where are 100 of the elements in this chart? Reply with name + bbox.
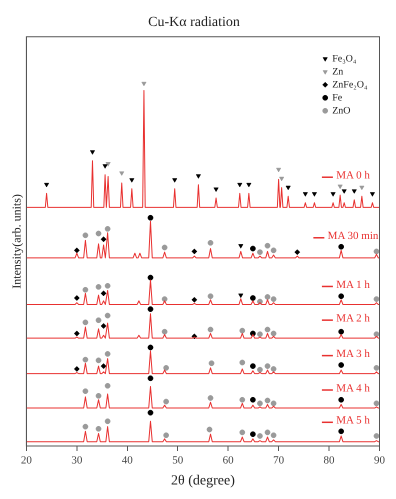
legend-label: Fe [332, 92, 343, 104]
legend-label: MA 1 h [336, 278, 370, 291]
point [338, 428, 344, 434]
point [104, 312, 110, 318]
point [374, 248, 380, 254]
point [264, 242, 270, 249]
x-tick-label: 50 [172, 454, 184, 466]
point [192, 248, 198, 254]
point [163, 398, 169, 404]
x-tick-label: 20 [20, 454, 32, 466]
point [148, 375, 154, 382]
point [338, 184, 343, 190]
point [96, 317, 102, 324]
point [96, 284, 102, 290]
point [239, 396, 246, 403]
point [257, 366, 263, 373]
point [104, 382, 110, 389]
legend-label: Zn [332, 66, 344, 78]
point [163, 432, 169, 438]
point [96, 230, 102, 236]
point [82, 356, 88, 362]
point [162, 328, 168, 335]
point [264, 398, 270, 404]
x-tick-label: 30 [71, 454, 83, 466]
x-axis-title: 2θ (degree) [171, 473, 236, 488]
point [250, 396, 256, 403]
point [196, 174, 201, 179]
point [129, 178, 134, 183]
point [338, 293, 344, 300]
point [104, 226, 110, 232]
point [250, 431, 256, 438]
point [102, 164, 108, 169]
point [286, 186, 291, 190]
legend-label: Fe₃O₄ [332, 53, 357, 64]
point [82, 232, 88, 238]
point [82, 424, 88, 430]
legend-label: ZnO [332, 105, 351, 116]
legend-label: MA 30 min [328, 230, 379, 242]
point [374, 400, 380, 406]
point [104, 282, 110, 289]
point [208, 326, 214, 332]
point [239, 328, 246, 334]
x-tick-label: 40 [122, 454, 134, 466]
point [264, 430, 270, 436]
point [276, 168, 282, 172]
point [270, 248, 276, 254]
point [104, 351, 110, 357]
point [257, 400, 263, 406]
legend-label: MA 5 h [336, 414, 370, 427]
point [257, 433, 263, 439]
point [270, 366, 276, 372]
point [294, 249, 300, 255]
point [302, 192, 308, 197]
point [148, 306, 154, 312]
point [237, 182, 242, 188]
point [82, 388, 88, 394]
point [208, 395, 214, 401]
point [352, 189, 357, 194]
legend-label: MA 2 h [336, 312, 370, 325]
point [250, 246, 256, 252]
point [119, 171, 124, 176]
point [257, 249, 263, 255]
point [44, 182, 50, 188]
point [279, 176, 284, 182]
point [312, 192, 317, 197]
point [162, 244, 168, 250]
legend-label: MA 0 h [336, 170, 370, 182]
point [239, 360, 246, 366]
point [239, 430, 246, 436]
point [238, 244, 244, 249]
point [100, 363, 106, 369]
point [90, 150, 95, 155]
point [141, 82, 146, 86]
point [74, 330, 80, 336]
point [338, 328, 344, 335]
point [338, 396, 344, 403]
point [250, 363, 256, 369]
point [374, 331, 380, 338]
x-tick-label: 60 [222, 454, 234, 466]
point [264, 326, 270, 332]
point [264, 294, 270, 300]
point [270, 330, 276, 336]
legend-label: ZnFe₂O₄ [332, 79, 368, 90]
point [359, 186, 364, 190]
point [74, 366, 80, 372]
point [96, 358, 102, 364]
point [82, 320, 88, 326]
point [370, 192, 375, 197]
point [257, 331, 263, 338]
point [100, 323, 106, 329]
point [96, 426, 102, 432]
point [270, 432, 276, 438]
point [270, 296, 276, 302]
legend-label: MA 4 h [336, 382, 370, 394]
point [208, 293, 214, 300]
point [96, 392, 102, 399]
point [264, 363, 270, 369]
point [74, 295, 80, 301]
point [338, 362, 344, 368]
point [104, 418, 110, 424]
